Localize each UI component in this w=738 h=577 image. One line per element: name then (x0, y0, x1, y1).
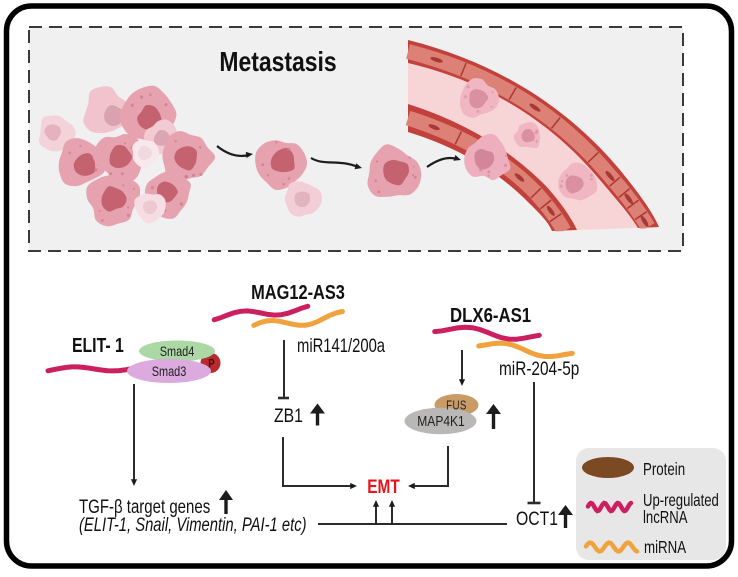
svg-text:miR-204-5p: miR-204-5p (499, 357, 579, 379)
svg-text:EMT: EMT (367, 475, 400, 497)
svg-text:lncRNA: lncRNA (643, 508, 688, 527)
svg-text:OCT1: OCT1 (516, 508, 558, 530)
svg-text:Smad3: Smad3 (152, 364, 187, 380)
svg-text:miRNA: miRNA (644, 538, 687, 557)
svg-text:miR141/200a: miR141/200a (297, 335, 386, 356)
svg-text:ZB1: ZB1 (274, 405, 303, 427)
svg-text:(ELIT-1, Snail, Vimentin, PAI-: (ELIT-1, Snail, Vimentin, PAI-1 etc) (79, 514, 307, 535)
svg-text:Up-regulated: Up-regulated (643, 491, 719, 510)
svg-text:FUS: FUS (446, 399, 467, 412)
svg-text:Protein: Protein (643, 460, 685, 479)
svg-text:MAG12-AS3: MAG12-AS3 (251, 280, 345, 303)
svg-text:DLX6-AS1: DLX6-AS1 (450, 304, 531, 327)
svg-text:MAP4K1: MAP4K1 (417, 413, 464, 429)
svg-text:TGF-β target genes: TGF-β target genes (79, 495, 210, 517)
svg-text:Metastasis: Metastasis (219, 47, 336, 78)
svg-text:ELIT- 1: ELIT- 1 (72, 334, 124, 356)
svg-text:Smad4: Smad4 (160, 344, 195, 360)
svg-text:P: P (208, 358, 214, 371)
